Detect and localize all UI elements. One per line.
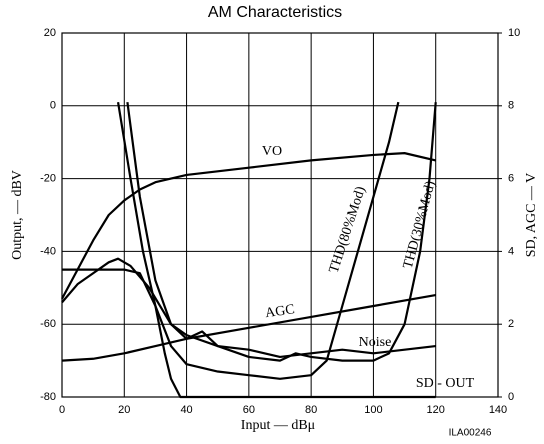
x-tick-label: 60 [243, 404, 255, 416]
series-label: VO [262, 144, 282, 159]
x-tick-label: 140 [489, 404, 507, 416]
x-tick-label: 0 [59, 404, 65, 416]
series-label: THD(80%Mod) [327, 184, 369, 275]
y-axis-label: Output, — dBV [10, 170, 25, 260]
y-tick-label: 20 [44, 27, 56, 39]
plot-frame [61, 32, 499, 398]
x-tick-label: 100 [364, 404, 382, 416]
series-line [61, 257, 436, 359]
x-tick-label: 80 [305, 404, 317, 416]
y2-tick-label: 0 [508, 391, 514, 403]
annotation: ILA00246 [449, 428, 492, 439]
series-line [62, 268, 436, 399]
x-tick-label: 20 [118, 404, 130, 416]
y2-tick-label: 10 [508, 27, 520, 39]
y-tick-label: -80 [40, 391, 56, 403]
y2-tick-label: 8 [508, 100, 514, 112]
series-label: Noise [359, 335, 392, 350]
y2-axis-label: SD, AGC — V [524, 173, 539, 258]
series-line [116, 101, 400, 380]
chart-title: AM Characteristics [208, 4, 342, 21]
y-tick-label: -20 [40, 173, 56, 185]
series-line [61, 152, 436, 300]
x-tick-label: 120 [427, 404, 445, 416]
x-axis-label: Input — dBμ [241, 418, 315, 433]
y-tick-label: 0 [50, 100, 56, 112]
series-line [61, 293, 436, 362]
series-label: SD - OUT [416, 376, 475, 391]
y-tick-label: -60 [40, 318, 56, 330]
y2-tick-label: 4 [508, 245, 514, 257]
y2-tick-label: 6 [508, 173, 514, 185]
y2-tick-label: 2 [508, 318, 514, 330]
series-label: AGC [264, 302, 295, 321]
x-tick-label: 40 [180, 404, 192, 416]
y-tick-label: -40 [40, 245, 56, 257]
